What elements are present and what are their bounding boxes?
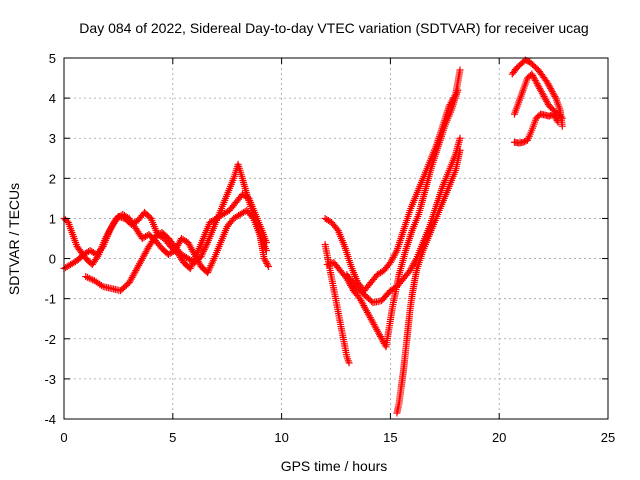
data-point (392, 248, 400, 256)
data-series (510, 110, 562, 147)
y-tick-label: 0 (49, 252, 56, 267)
data-points (60, 56, 566, 417)
data-series (82, 160, 273, 295)
y-tick-label: 3 (49, 131, 56, 146)
y-axis-label: SDTVAR / TECUs (6, 183, 22, 295)
data-series (510, 70, 566, 122)
y-tick-label: 5 (49, 51, 56, 66)
x-tick-label: 20 (492, 430, 506, 445)
data-point (456, 66, 464, 74)
chart-title: Day 084 of 2022, Sidereal Day-to-day VTE… (79, 20, 588, 36)
x-tick-label: 5 (169, 430, 176, 445)
data-point (345, 359, 353, 367)
data-point (456, 134, 464, 142)
y-tick-label: -1 (44, 292, 56, 307)
y-tick-label: 4 (49, 91, 56, 106)
data-point (264, 261, 272, 269)
data-point (333, 225, 341, 233)
data-point (551, 93, 559, 101)
x-tick-label: 10 (274, 430, 288, 445)
data-series (60, 190, 270, 273)
y-tick-label: 1 (49, 211, 56, 226)
y-tick-label: 2 (49, 171, 56, 186)
data-point (554, 118, 562, 126)
data-series (393, 146, 464, 417)
y-tick-label: -4 (44, 412, 56, 427)
data-point (91, 250, 99, 258)
data-point (454, 86, 462, 94)
data-point (98, 244, 106, 252)
data-point (558, 122, 566, 130)
data-point (553, 117, 561, 125)
data-series (508, 56, 566, 130)
y-tick-label: -2 (44, 332, 56, 347)
x-tick-label: 0 (60, 430, 67, 445)
data-series (321, 241, 353, 367)
plot-area (63, 57, 609, 420)
axis-ticks: 0 5 10 15 20 25 -4 -3 -2 -1 0 1 2 3 4 5 (44, 51, 615, 445)
data-point (456, 146, 464, 154)
y-tick-label: -3 (44, 372, 56, 387)
data-point (558, 114, 566, 122)
data-point (265, 263, 273, 271)
x-axis-label: GPS time / hours (281, 458, 388, 474)
data-point (241, 207, 249, 215)
x-tick-label: 25 (601, 430, 615, 445)
x-tick-label: 15 (383, 430, 397, 445)
grid (64, 58, 608, 419)
